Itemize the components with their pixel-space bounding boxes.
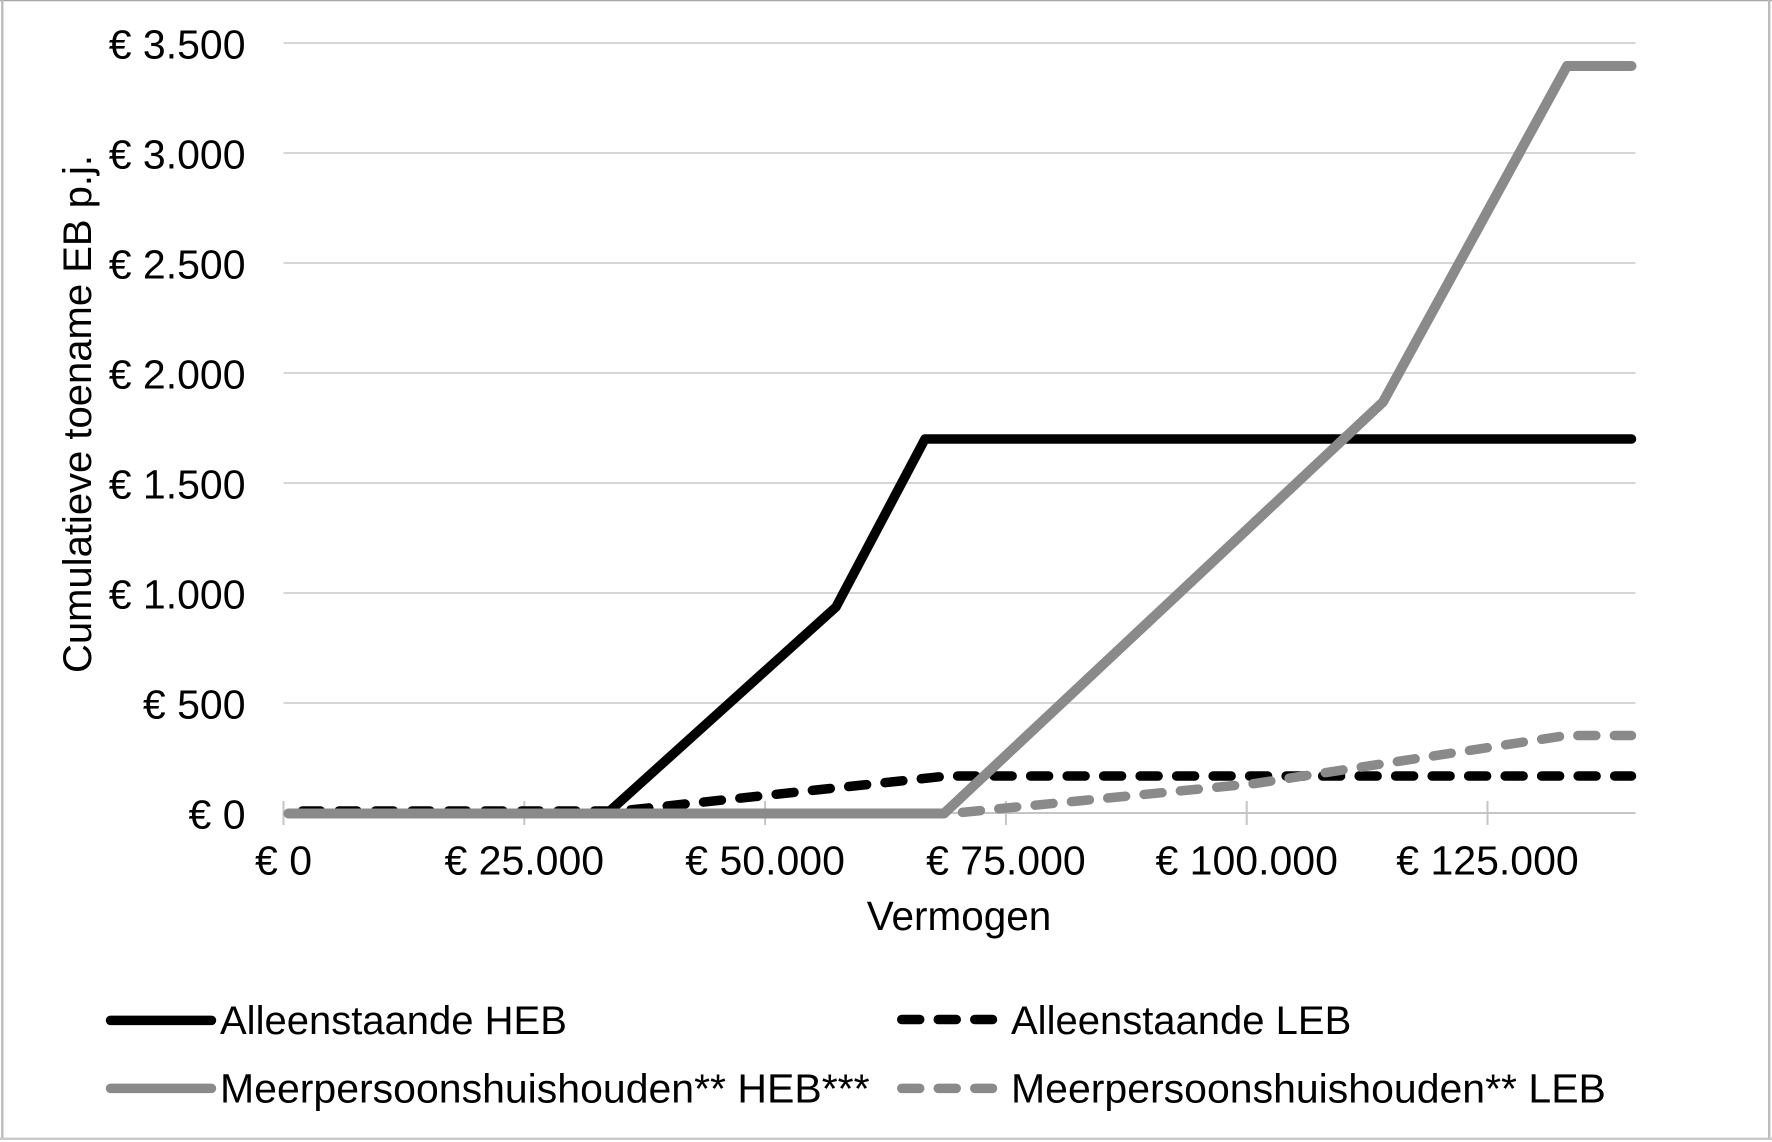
svg-text:€ 0: € 0 <box>255 838 312 884</box>
svg-text:€ 2.500: € 2.500 <box>109 242 246 288</box>
svg-text:Cumulatieve toename EB p.j.: Cumulatieve toename EB p.j. <box>56 155 100 673</box>
svg-text:€ 125.000: € 125.000 <box>1396 838 1578 884</box>
svg-text:€ 0: € 0 <box>189 792 246 838</box>
svg-text:€ 2.000: € 2.000 <box>109 352 246 398</box>
svg-text:Meerpersoonshuishouden** HEB**: Meerpersoonshuishouden** HEB*** <box>220 1066 870 1112</box>
svg-text:Alleenstaande LEB: Alleenstaande LEB <box>1011 999 1351 1043</box>
svg-text:€ 75.000: € 75.000 <box>926 838 1086 884</box>
svg-text:€ 1.500: € 1.500 <box>109 462 246 508</box>
svg-text:€ 50.000: € 50.000 <box>685 838 845 884</box>
svg-text:Meerpersoonshuishouden** LEB: Meerpersoonshuishouden** LEB <box>1011 1066 1606 1112</box>
svg-text:€ 25.000: € 25.000 <box>444 838 604 884</box>
svg-text:Vermogen: Vermogen <box>867 893 1052 939</box>
svg-text:Alleenstaande HEB: Alleenstaande HEB <box>220 999 567 1043</box>
svg-text:€ 500: € 500 <box>143 682 246 728</box>
svg-text:€ 3.500: € 3.500 <box>109 22 246 68</box>
svg-text:€ 1.000: € 1.000 <box>109 572 246 618</box>
svg-text:€ 3.000: € 3.000 <box>109 132 246 178</box>
svg-text:€ 100.000: € 100.000 <box>1155 838 1337 884</box>
